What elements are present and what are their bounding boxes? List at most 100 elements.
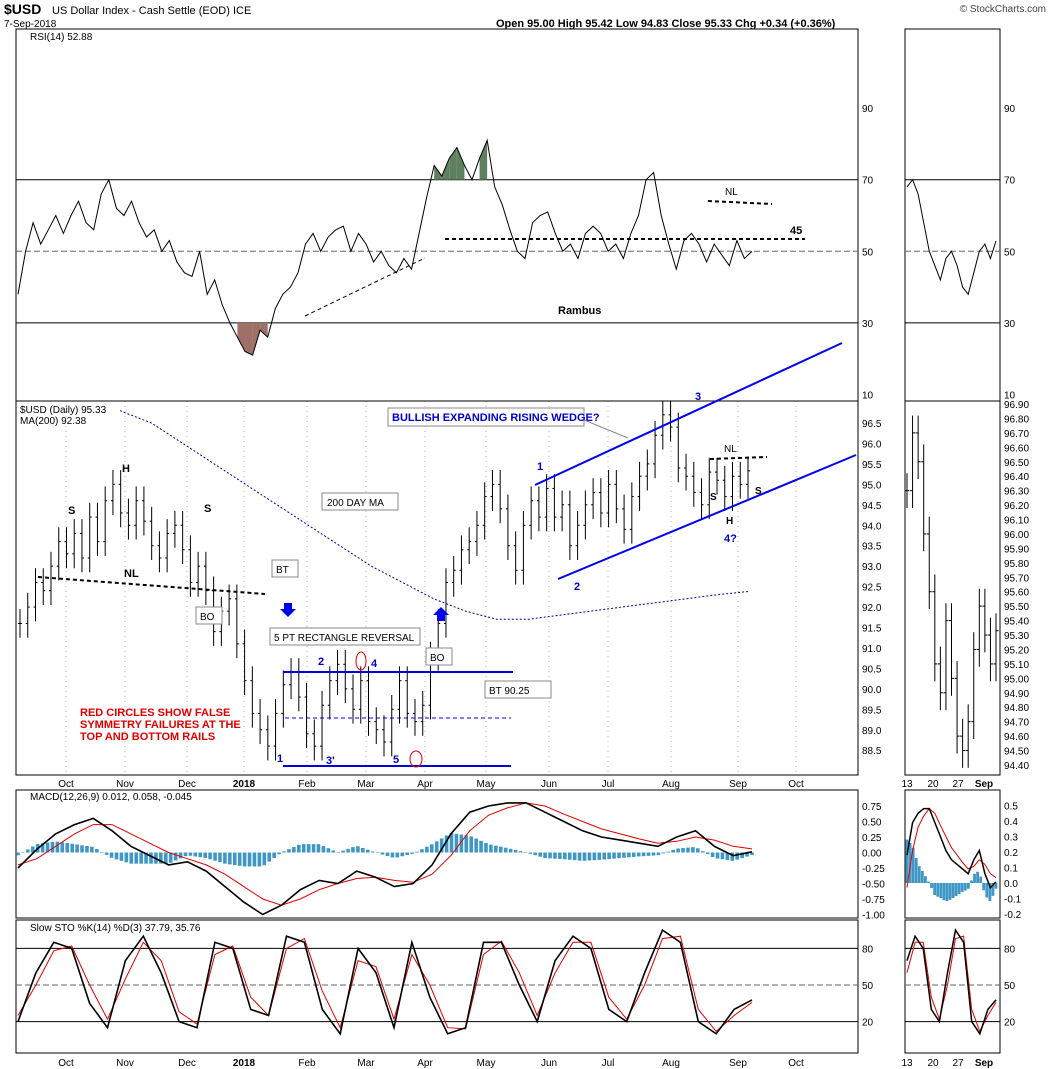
zoom-charts: 10 30 50 70 90 96.90 96.80 96.70 96.60 96.50 96.40… bbox=[901, 104, 1029, 1069]
zoom-macd-histogram-bar bbox=[924, 876, 927, 883]
sto-tick-label: 80 bbox=[862, 944, 874, 955]
zoom-price-tick-label: 95.10 bbox=[1004, 660, 1029, 671]
rsi-trendline bbox=[304, 257, 426, 317]
zoom-price-tick-label: 96.80 bbox=[1004, 414, 1029, 425]
macd-histogram-bar bbox=[178, 852, 183, 859]
macd-histogram-bar bbox=[247, 852, 252, 867]
zoom-price-tick-label: 96.70 bbox=[1004, 429, 1029, 440]
macd-histogram-bar bbox=[459, 834, 464, 853]
macd-histogram-bar bbox=[558, 852, 562, 859]
macd-histogram-bar bbox=[75, 844, 79, 853]
macd-histogram-bar bbox=[503, 847, 508, 853]
wedge-lower-line bbox=[557, 454, 857, 580]
macd-histogram-bar bbox=[104, 852, 109, 855]
bt-level-label: BT 90.25 bbox=[489, 686, 530, 697]
zoom-price-tick-label: 96.20 bbox=[1004, 501, 1029, 512]
macd-histogram-bar bbox=[622, 852, 626, 858]
rect-title-box bbox=[269, 627, 421, 646]
macd-histogram-bar bbox=[612, 852, 616, 859]
month-label-bottom: Feb bbox=[298, 1058, 316, 1069]
zoom-price-tick-label: 96.10 bbox=[1004, 516, 1029, 527]
rsi-overbought-fill bbox=[456, 147, 465, 180]
macd-histogram-bar bbox=[740, 852, 744, 859]
macd-histogram-bar bbox=[666, 851, 671, 853]
macd-histogram-bar bbox=[95, 849, 99, 853]
macd-histogram-bar bbox=[301, 844, 306, 853]
macd-tick-label: -0.25 bbox=[862, 864, 885, 875]
hs-neckline bbox=[37, 576, 266, 595]
zoom-sto-k-line bbox=[906, 928, 997, 1036]
wedge-nl-label: NL bbox=[724, 444, 737, 455]
macd-histogram-bar bbox=[287, 849, 291, 853]
macd-histogram-bar bbox=[498, 846, 503, 853]
price-tick-label: 89.5 bbox=[862, 705, 882, 716]
macd-chart: 0.75 0.50 0.25 0.00 -0.25 -0.50 -0.75 -1.00 bbox=[16, 802, 885, 922]
macd-histogram-bar bbox=[129, 852, 134, 864]
zoom-price-tick-label: 95.60 bbox=[1004, 588, 1029, 599]
zoom-macd-histogram-bar bbox=[976, 871, 979, 883]
macd-histogram-bar bbox=[45, 842, 50, 853]
zoom-sto-tick-label: 80 bbox=[1004, 944, 1016, 955]
chart-name: US Dollar Index - Cash Settle (EOD) ICE bbox=[52, 5, 251, 17]
rsi-neckline bbox=[707, 200, 773, 205]
wedge-pointer bbox=[583, 419, 629, 439]
macd-histogram-bar bbox=[691, 847, 695, 853]
ma-legend: MA(200) 92.38 bbox=[20, 416, 87, 427]
zoom-macd-histogram-bar bbox=[951, 883, 955, 899]
macd-histogram-bar bbox=[341, 850, 345, 853]
macd-histogram-bar bbox=[676, 848, 680, 853]
macd-histogram-bar bbox=[159, 852, 163, 864]
sto-panel bbox=[15, 919, 859, 1054]
macd-histogram-bar bbox=[218, 852, 222, 863]
macd-histogram-bar bbox=[745, 852, 749, 857]
macd-histogram-bar bbox=[636, 852, 641, 857]
macd-tick-label: -1.00 bbox=[862, 911, 885, 922]
rsi-oversold-fill bbox=[260, 322, 268, 338]
price-tick-label: 96.0 bbox=[862, 439, 882, 450]
macd-panel bbox=[15, 789, 859, 919]
macd-histogram-bar bbox=[582, 852, 587, 861]
rect-title: 5 PT RECTANGLE REVERSAL bbox=[274, 633, 415, 644]
macd-histogram-bar bbox=[553, 852, 557, 859]
macd-histogram-bar bbox=[390, 852, 395, 858]
rsi-overbought-fill bbox=[479, 140, 488, 180]
zoom-sto-tick-label: 20 bbox=[1004, 1018, 1016, 1029]
macd-histogram-bar bbox=[425, 846, 429, 853]
month-label: Feb bbox=[298, 779, 316, 790]
red-note-2: SYMMETRY FAILURES AT THE bbox=[80, 719, 241, 731]
macd-histogram-bar bbox=[429, 844, 434, 853]
zoom-macd-histogram-bar bbox=[936, 883, 940, 897]
price-tick-label: 89.0 bbox=[862, 726, 882, 737]
ma-label: 200 DAY MA bbox=[327, 498, 384, 509]
macd-histogram-bar bbox=[252, 852, 257, 867]
zoom-macd-tick-label: -0.1 bbox=[1004, 895, 1022, 906]
zoom-macd-histogram-bar bbox=[991, 883, 995, 896]
macd-histogram-bar bbox=[306, 844, 311, 853]
macd-histogram-bar bbox=[385, 852, 390, 857]
zoom-date-label-bottom: Sep bbox=[975, 1058, 993, 1069]
sto-k-line bbox=[17, 928, 753, 1036]
macd-histogram-bar bbox=[641, 852, 646, 857]
zoom-price-tick-label: 95.40 bbox=[1004, 617, 1029, 628]
rsi-tick-label: 70 bbox=[862, 176, 874, 187]
macd-legend: MACD(12,26,9) 0.012, 0.058, -0.045 bbox=[30, 792, 192, 803]
macd-histogram-bar bbox=[85, 845, 89, 853]
zoom-price-tick-label: 96.50 bbox=[1004, 458, 1029, 469]
macd-histogram-bar bbox=[267, 852, 272, 862]
macd-histogram-bar bbox=[40, 843, 45, 853]
sto-chart: 20 50 80 bbox=[16, 928, 874, 1036]
zoom-macd-histogram-bar bbox=[930, 883, 933, 889]
zoom-macd-tick-label: 0.2 bbox=[1004, 848, 1018, 859]
macd-histogram-bar bbox=[538, 852, 542, 857]
zoom-macd-histogram-bar bbox=[994, 883, 998, 889]
rsi-overbought-fill bbox=[434, 165, 442, 180]
author-label: Rambus bbox=[558, 305, 601, 317]
macd-histogram-bar bbox=[651, 852, 656, 856]
rect-point-2: 2 bbox=[318, 656, 324, 668]
macd-histogram-bar bbox=[168, 852, 173, 863]
macd-histogram-bar bbox=[415, 851, 419, 853]
month-label-bottom: Oct bbox=[788, 1058, 804, 1069]
bt-label: BT bbox=[276, 565, 289, 576]
macd-histogram-bar bbox=[316, 844, 321, 853]
